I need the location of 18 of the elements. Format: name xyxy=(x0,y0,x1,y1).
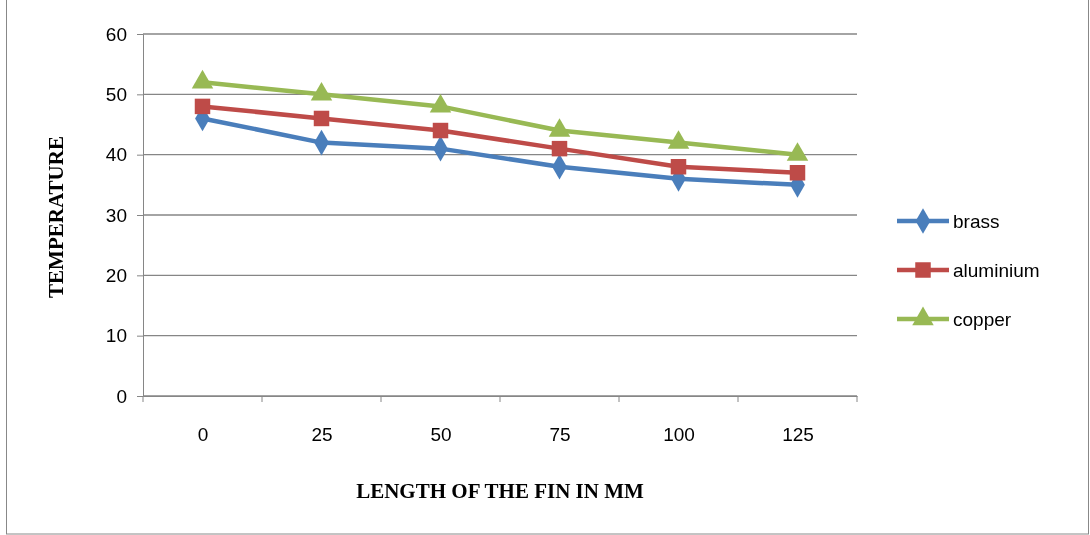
y-tick-label: 40 xyxy=(105,144,127,166)
y-tick-label: 60 xyxy=(105,23,127,45)
y-axis-title: TEMPERATURE xyxy=(44,136,68,298)
x-tick-label: 100 xyxy=(663,424,695,446)
legend-label: brass xyxy=(953,211,1000,232)
x-tick-label: 25 xyxy=(311,424,333,446)
x-tick-label: 50 xyxy=(430,424,452,446)
y-tick-label: 0 xyxy=(116,385,127,407)
x-axis-title: LENGTH OF THE FIN IN MM xyxy=(356,479,644,503)
y-tick-label: 20 xyxy=(105,264,127,286)
y-tick-label: 50 xyxy=(105,83,127,105)
y-tick-label: 10 xyxy=(105,325,127,347)
legend-label: aluminium xyxy=(953,260,1040,281)
x-tick-label: 125 xyxy=(782,424,814,446)
y-tick-label: 30 xyxy=(105,204,127,226)
x-tick-label: 0 xyxy=(197,424,209,446)
x-tick-label: 75 xyxy=(549,424,571,446)
legend-label: copper xyxy=(953,309,1012,330)
